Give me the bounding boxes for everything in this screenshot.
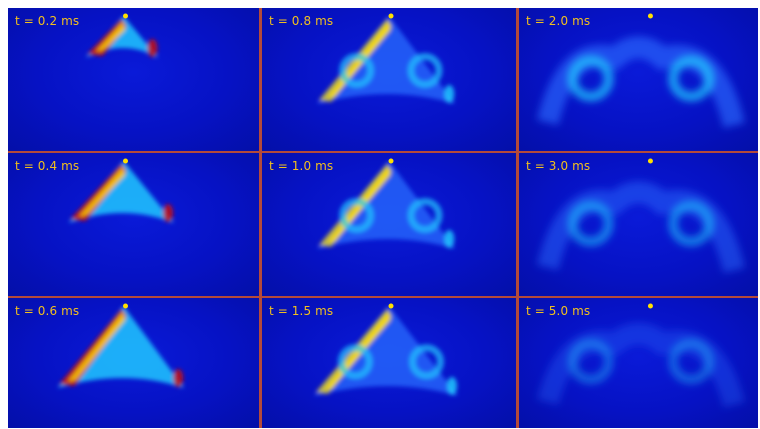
- spray-plume: [85, 16, 159, 58]
- injector-tip: [647, 303, 653, 309]
- frame-label: t = 1.0 ms: [269, 159, 334, 173]
- frame-panel-6: t = 0.6 ms: [8, 298, 259, 428]
- frame-panel-7: t = 1.5 ms: [262, 298, 516, 428]
- spray-image: [68, 158, 175, 223]
- frame-panel-0: t = 0.2 ms: [8, 8, 259, 151]
- frame-label: t = 1.5 ms: [269, 304, 334, 318]
- frame-label: t = 3.0 ms: [526, 159, 591, 173]
- spray-image: [536, 158, 745, 273]
- frame-panel-8: t = 5.0 ms: [519, 298, 758, 428]
- frame-panel-1: t = 0.8 ms: [262, 8, 516, 151]
- spray-cloud: [537, 322, 745, 408]
- frame-panel-3: t = 0.4 ms: [8, 153, 259, 296]
- spray-plume: [314, 306, 458, 396]
- spray-image: [536, 13, 745, 128]
- frame-label: t = 0.4 ms: [15, 159, 80, 173]
- injector-tip: [123, 303, 128, 309]
- spray-image: [317, 158, 456, 249]
- frame-label: t = 5.0 ms: [526, 304, 591, 318]
- frame-label: t = 2.0 ms: [526, 14, 591, 28]
- frame-label: t = 0.6 ms: [15, 304, 80, 318]
- frame-panel-4: t = 1.0 ms: [262, 153, 516, 296]
- spray-cloud: [536, 181, 745, 273]
- frame-label: t = 0.8 ms: [269, 14, 334, 28]
- spray-cloud: [536, 36, 745, 128]
- frame-panel-5: t = 3.0 ms: [519, 153, 758, 296]
- injector-tip: [388, 303, 394, 309]
- spray-plume: [317, 161, 456, 249]
- frame-label: t = 0.2 ms: [15, 14, 80, 28]
- spray-plume: [317, 16, 456, 104]
- frame-panel-2: t = 2.0 ms: [519, 8, 758, 151]
- spray-image: [314, 303, 458, 396]
- image-sequence-grid: t = 0.2 ms t = 0.8 ms t = 2.0 ms t = 0.4…: [8, 8, 758, 428]
- spray-image: [85, 13, 159, 58]
- spray-plume: [57, 306, 185, 388]
- spray-image: [317, 13, 456, 104]
- injector-tip: [647, 13, 653, 19]
- spray-plume: [68, 161, 175, 223]
- injector-tip: [123, 13, 128, 19]
- injector-tip: [388, 13, 394, 19]
- injector-tip: [647, 158, 653, 164]
- spray-image: [537, 303, 745, 408]
- spray-image: [57, 303, 185, 388]
- injector-tip: [123, 158, 128, 164]
- injector-tip: [388, 158, 394, 164]
